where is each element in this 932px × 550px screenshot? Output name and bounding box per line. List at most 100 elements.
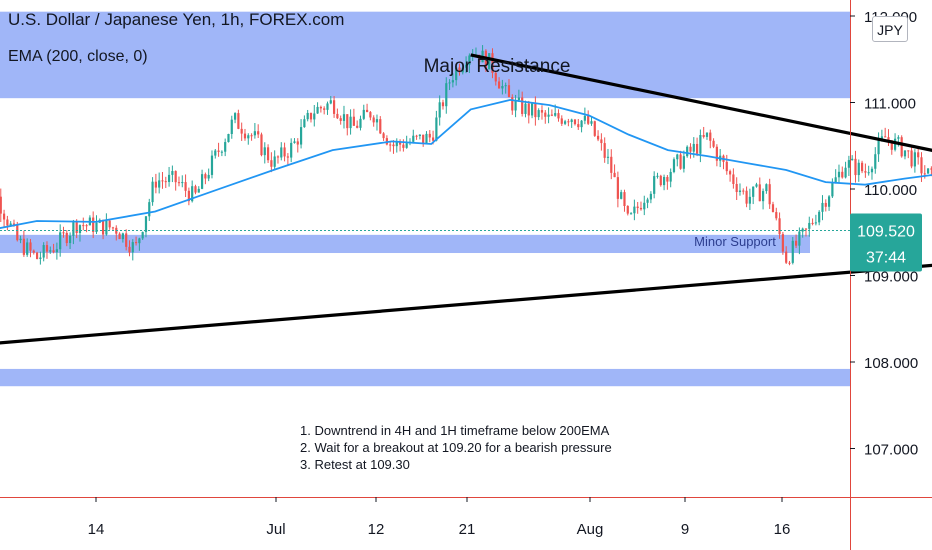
candle-body bbox=[837, 171, 841, 178]
candle-body bbox=[19, 238, 22, 241]
candle-body bbox=[458, 67, 461, 73]
candle-body bbox=[326, 103, 329, 110]
candle-body bbox=[814, 222, 817, 224]
candle-body bbox=[606, 156, 610, 158]
candle-body bbox=[402, 144, 405, 148]
candle-body bbox=[596, 135, 600, 140]
candle-body bbox=[702, 135, 705, 137]
candle-body bbox=[62, 232, 65, 234]
candle-body bbox=[191, 186, 194, 202]
candle-body bbox=[224, 142, 227, 152]
candle-body bbox=[247, 135, 250, 139]
candle-body bbox=[68, 235, 72, 244]
candle-body bbox=[580, 120, 583, 128]
candle-body bbox=[260, 134, 263, 156]
candle-body bbox=[257, 131, 260, 135]
candle-body bbox=[273, 156, 276, 167]
candle-body bbox=[45, 245, 49, 252]
candle-body bbox=[851, 158, 854, 161]
candle-body bbox=[227, 133, 230, 143]
candle-body bbox=[105, 220, 108, 235]
candle-body bbox=[662, 176, 666, 186]
candle-body bbox=[686, 146, 689, 157]
candle-body bbox=[666, 176, 669, 182]
candle-body bbox=[497, 81, 501, 89]
candle-body bbox=[692, 143, 695, 152]
candle-body bbox=[372, 117, 375, 123]
candle-body bbox=[329, 100, 332, 104]
candle-body bbox=[174, 171, 177, 183]
candle-body bbox=[303, 119, 306, 128]
candle-body bbox=[646, 199, 649, 203]
candle-body bbox=[917, 152, 920, 158]
candle-body bbox=[425, 133, 428, 143]
candle-body bbox=[55, 249, 58, 253]
candle-body bbox=[577, 124, 580, 128]
currency-button[interactable]: JPY bbox=[872, 16, 908, 42]
candle-body bbox=[511, 97, 514, 111]
candle-body bbox=[633, 206, 636, 214]
candle-body bbox=[468, 55, 471, 65]
candle-body bbox=[501, 86, 504, 89]
x-tick-label: 9 bbox=[681, 521, 689, 538]
candle-body bbox=[920, 157, 923, 174]
candle-body bbox=[785, 251, 788, 263]
candle-body bbox=[629, 213, 633, 215]
candle-body bbox=[395, 141, 398, 147]
candle-body bbox=[313, 113, 316, 120]
x-tick-label: 12 bbox=[368, 521, 385, 538]
candle-body bbox=[75, 222, 78, 234]
candle-body bbox=[765, 184, 768, 192]
candle-body bbox=[857, 162, 860, 176]
candle-body bbox=[375, 119, 379, 123]
zone-rect bbox=[0, 234, 810, 254]
minor-support-label: Minor Support bbox=[694, 234, 776, 249]
candle-body bbox=[448, 82, 451, 84]
candle-body bbox=[712, 140, 715, 147]
candle-body bbox=[593, 121, 596, 136]
candle-body bbox=[148, 202, 151, 217]
candle-body bbox=[870, 168, 874, 173]
candle-body bbox=[214, 150, 217, 156]
candle-body bbox=[412, 135, 415, 142]
candle-body bbox=[818, 211, 821, 223]
candle-body bbox=[319, 106, 322, 109]
candle-body bbox=[217, 150, 220, 152]
candle-body bbox=[349, 116, 352, 129]
candle-body bbox=[286, 156, 289, 158]
candle-body bbox=[359, 118, 362, 128]
candle-body bbox=[623, 192, 626, 207]
candle-body bbox=[867, 172, 870, 174]
candle-body bbox=[16, 224, 19, 241]
candle-body bbox=[138, 238, 141, 244]
candle-body bbox=[455, 67, 458, 81]
candle-body bbox=[369, 112, 372, 118]
candle-body bbox=[874, 154, 877, 169]
candle-body bbox=[742, 190, 745, 192]
candle-body bbox=[339, 118, 342, 121]
candle-body bbox=[164, 181, 167, 183]
candle-body bbox=[12, 223, 16, 225]
candle-body bbox=[296, 141, 299, 145]
candle-body bbox=[587, 115, 590, 124]
candle-body bbox=[352, 116, 355, 126]
note-line-2: 2. Wait for a breakout at 109.20 for a b… bbox=[300, 440, 612, 455]
candle-body bbox=[926, 168, 930, 174]
candle-body bbox=[775, 212, 778, 219]
candle-body bbox=[514, 99, 517, 111]
candle-body bbox=[365, 109, 369, 113]
candle-body bbox=[570, 119, 573, 123]
candle-body bbox=[290, 142, 293, 158]
candle-body bbox=[600, 139, 603, 144]
candle-body bbox=[841, 171, 844, 178]
candle-body bbox=[141, 232, 144, 239]
candle-body bbox=[125, 233, 128, 247]
candle-body bbox=[22, 238, 25, 255]
candle-body bbox=[788, 262, 791, 264]
candle-body bbox=[263, 147, 266, 156]
candle-body bbox=[177, 182, 181, 184]
candle-body bbox=[494, 72, 497, 82]
candle-body bbox=[877, 139, 880, 155]
candle-body bbox=[405, 143, 408, 148]
